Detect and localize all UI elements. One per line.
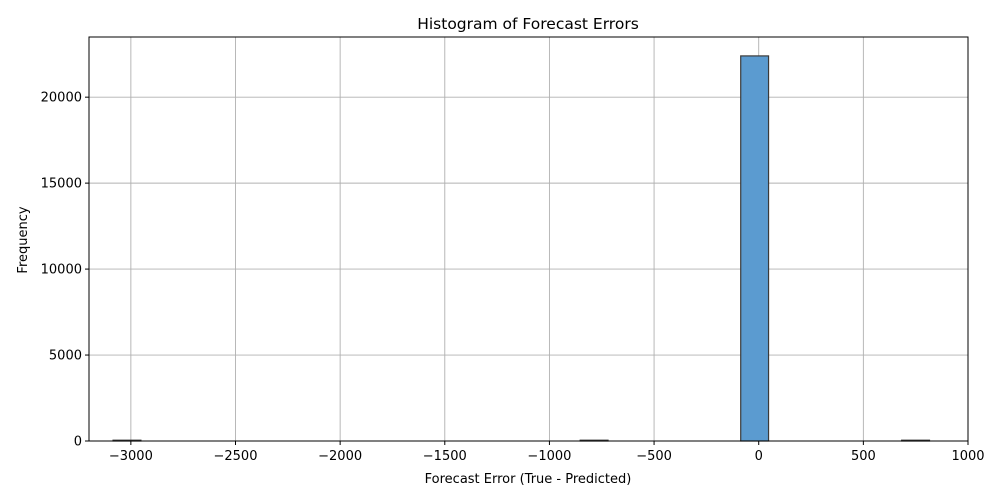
- y-tick-label: 20000: [41, 91, 82, 106]
- y-tick-label: 15000: [41, 177, 82, 192]
- x-tick-label: −1500: [423, 449, 467, 464]
- y-axis-label: Frequency: [16, 206, 31, 273]
- x-tick-label: 0: [755, 449, 763, 464]
- x-tick-label: −3000: [109, 449, 153, 464]
- x-axis-ticks: −3000 −2500 −2000 −1500 −1000 −500 0 500 1000: [109, 441, 985, 464]
- plot-frame: [88, 36, 969, 442]
- x-tick-label: −500: [636, 449, 672, 464]
- grid-lines: [89, 37, 969, 442]
- x-tick-label: −2000: [318, 449, 362, 464]
- x-axis-label: Forecast Error (True - Predicted): [425, 472, 632, 487]
- y-axis-ticks: 0 5000 10000 15000 20000: [41, 91, 89, 450]
- chart-title: Histogram of Forecast Errors: [417, 15, 639, 33]
- y-tick-label: 5000: [49, 349, 82, 364]
- x-tick-label: −2500: [214, 449, 258, 464]
- x-tick-label: 500: [851, 449, 876, 464]
- x-tick-label: 1000: [951, 449, 984, 464]
- x-tick-label: −1000: [527, 449, 571, 464]
- y-tick-label: 0: [74, 435, 82, 450]
- y-tick-label: 10000: [41, 263, 82, 278]
- histogram-bar: [740, 55, 770, 442]
